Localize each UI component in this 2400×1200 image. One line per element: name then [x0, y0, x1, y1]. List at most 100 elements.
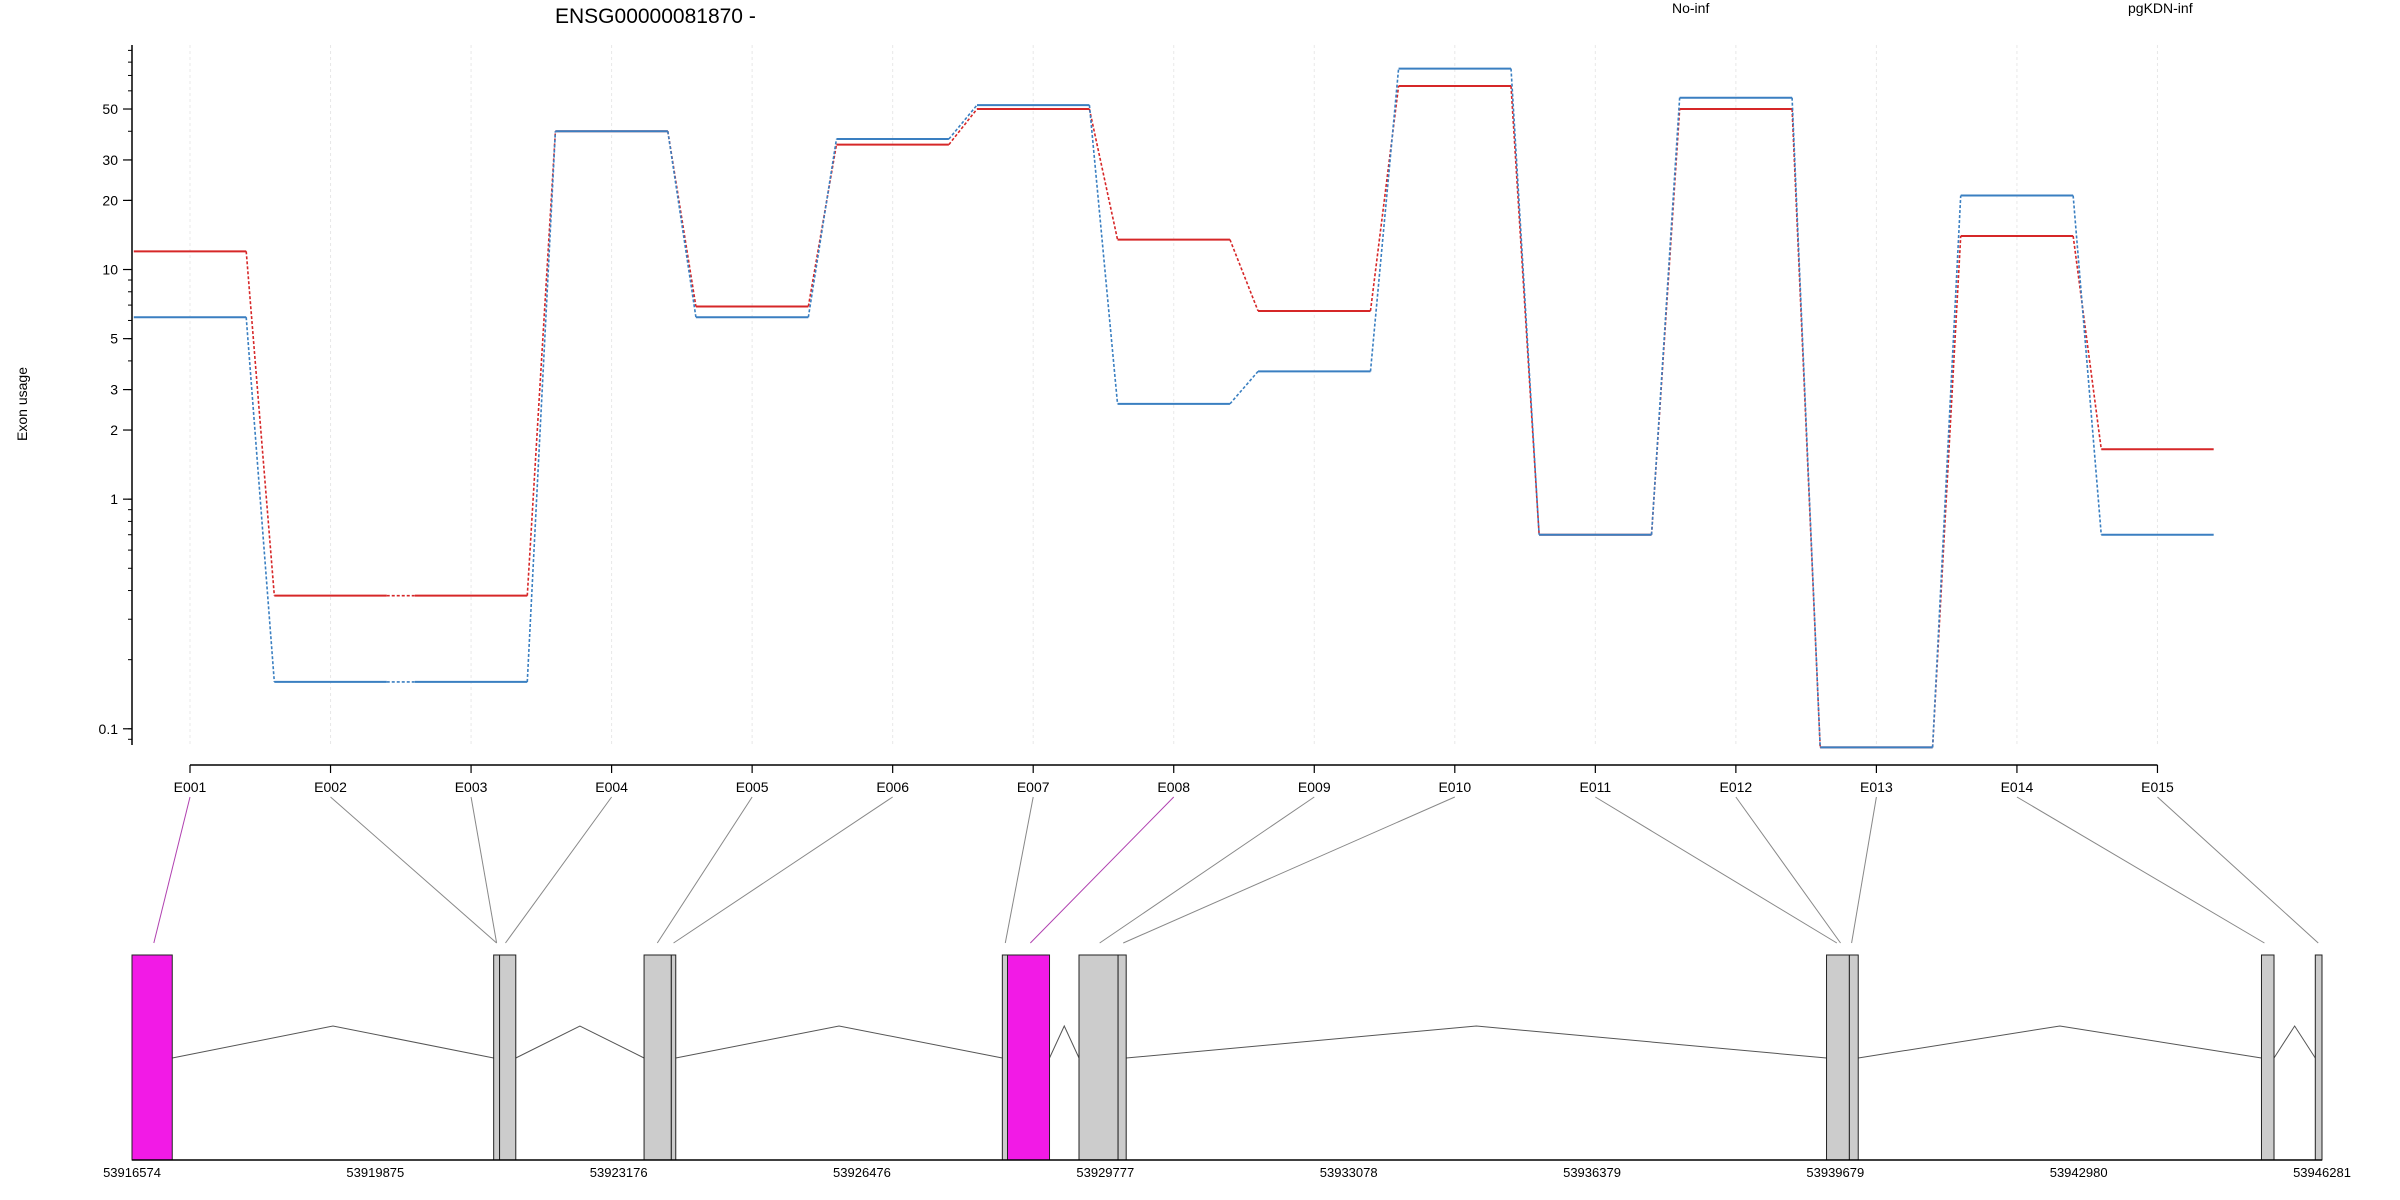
- link-no-inf-e007: [1088, 108, 1119, 240]
- genomic-tick-label-53939679: 53939679: [1806, 1165, 1864, 1180]
- x-tick-label-e004: E004: [595, 779, 628, 795]
- connector-e010: [1123, 796, 1456, 944]
- x-tick-label-e015: E015: [2141, 779, 2174, 795]
- x-tick-label-e008: E008: [1157, 779, 1190, 795]
- link-pgkdn-inf-e001: [245, 317, 276, 682]
- link-pgkdn-inf-e012: [1791, 97, 1821, 748]
- exon-connectors: [153, 796, 2319, 944]
- connector-e015: [2157, 796, 2319, 944]
- y-tick-label-0-1: 0.1: [99, 721, 119, 737]
- x-tick-label-e013: E013: [1860, 779, 1893, 795]
- exon-e011: [1848, 954, 1859, 1161]
- link-no-inf-e003: [526, 131, 557, 596]
- exon-e007: [1006, 954, 1051, 1161]
- link-no-inf-e009: [1369, 85, 1400, 312]
- connector-e013: [1851, 796, 1877, 944]
- connector-e005: [656, 796, 753, 944]
- genomic-tick-label-53936379: 53936379: [1563, 1165, 1621, 1180]
- x-tick-label-e007: E007: [1017, 779, 1050, 795]
- genomic-tick-label-53933078: 53933078: [1320, 1165, 1378, 1180]
- intron-e011-e012: [1858, 1025, 2262, 1059]
- y-tick-label-5: 5: [110, 331, 118, 347]
- connector-e003: [470, 796, 498, 944]
- link-pgkdn-inf-e006: [948, 104, 978, 140]
- link-pgkdn-inf-e003: [526, 131, 557, 682]
- y-axis-label: Exon usage: [14, 367, 30, 441]
- chart-title: ENSG00000081870 -: [555, 5, 756, 28]
- grid-lines: [189, 45, 2158, 745]
- exon-e002: [493, 954, 501, 1161]
- x-tick-label-e001: E001: [174, 779, 207, 795]
- link-pgkdn-inf-e007: [1088, 105, 1119, 404]
- y-axis: 0.1 1 2 3 5 10 20 30 50: [99, 45, 133, 745]
- x-tick-label-e009: E009: [1298, 779, 1331, 795]
- x-tick-label-e005: E005: [736, 779, 769, 795]
- y-tick-label-3: 3: [110, 382, 118, 398]
- exon-e001: [131, 954, 173, 1161]
- x-tick-label-e003: E003: [455, 779, 488, 795]
- exon-e010: [1826, 954, 1850, 1161]
- intron-e007-e008: [1049, 1024, 1080, 1059]
- link-pgkdn-inf-e014: [2072, 195, 2103, 535]
- y-tick-label-1: 1: [110, 491, 118, 507]
- y-tick-label-50: 50: [102, 101, 118, 117]
- gene-model: [131, 954, 2323, 1161]
- intron-e012-e013: [2273, 1025, 2316, 1059]
- connector-e004: [505, 796, 613, 944]
- link-pgkdn-inf-e009: [1369, 68, 1400, 372]
- exon-e004: [643, 954, 672, 1161]
- genomic-tick-label-53916574: 53916574: [103, 1165, 161, 1180]
- link-pgkdn-inf-e010: [1510, 68, 1540, 535]
- intron-e005-e006: [675, 1025, 1003, 1059]
- genomic-tick-label-53942980: 53942980: [2050, 1165, 2108, 1180]
- x-tick-label-e014: E014: [2001, 779, 2034, 795]
- genomic-tick-label-53919875: 53919875: [346, 1165, 404, 1180]
- link-pgkdn-inf-e013: [1931, 195, 1962, 748]
- link-no-inf-e004: [667, 131, 697, 307]
- genomic-tick-label-53946281: 53946281: [2293, 1165, 2351, 1180]
- genomic-tick-label-53929777: 53929777: [1076, 1165, 1134, 1180]
- exon-e012: [2260, 954, 2275, 1161]
- link-no-inf-e001: [245, 251, 276, 596]
- connector-e001: [153, 796, 191, 944]
- connector-e007: [1004, 796, 1034, 944]
- intron-e001-e002: [172, 1025, 494, 1059]
- x-tick-label-e006: E006: [876, 779, 909, 795]
- genomic-tick-label-53926476: 53926476: [833, 1165, 891, 1180]
- genomic-axis: 53916574 53919875 53923176 53926476 53929777…: [103, 1159, 2351, 1180]
- series-pgkdn-inf: [133, 67, 2214, 749]
- x-tick-label-e002: E002: [314, 779, 347, 795]
- connector-e006: [673, 796, 893, 944]
- x-tick-label-e012: E012: [1720, 779, 1753, 795]
- legend-entry-pgkdn-inf: pgKDN-inf: [2128, 0, 2193, 16]
- link-pgkdn-inf-e004: [667, 131, 697, 318]
- link-pgkdn-inf-e011: [1650, 97, 1681, 535]
- genomic-tick-label-53923176: 53923176: [590, 1165, 648, 1180]
- y-tick-label-2: 2: [110, 422, 118, 438]
- connector-e002: [330, 796, 497, 944]
- legend-entry-no-inf: No-inf: [1672, 0, 1709, 16]
- series-layer: [133, 67, 2214, 749]
- link-pgkdn-inf-e005: [807, 138, 838, 318]
- x-axis: E001 E002 E003 E004 E005 E006 E007 E008 E009 E010…: [174, 764, 2174, 795]
- connector-e011: [1595, 796, 1838, 944]
- link-no-inf-e014: [2072, 235, 2103, 450]
- exon-e008: [1078, 954, 1119, 1161]
- link-no-inf-e008: [1229, 239, 1259, 312]
- link-no-inf-e006: [948, 108, 978, 146]
- x-tick-label-e011: E011: [1579, 779, 1611, 795]
- exon-e005: [670, 954, 677, 1161]
- intron-e003-e004: [515, 1025, 645, 1059]
- x-tick-label-e010: E010: [1438, 779, 1471, 795]
- link-pgkdn-inf-e008: [1229, 370, 1259, 405]
- connector-e014: [2016, 796, 2265, 944]
- exon-e003: [499, 954, 517, 1161]
- connector-e008: [1029, 796, 1175, 944]
- intron-e009-e010: [1126, 1025, 1827, 1059]
- y-tick-label-30: 30: [102, 152, 118, 168]
- connector-e009: [1099, 796, 1315, 944]
- exon-e006: [1001, 954, 1008, 1161]
- exon-e013: [2314, 954, 2323, 1161]
- connector-e012: [1735, 796, 1841, 944]
